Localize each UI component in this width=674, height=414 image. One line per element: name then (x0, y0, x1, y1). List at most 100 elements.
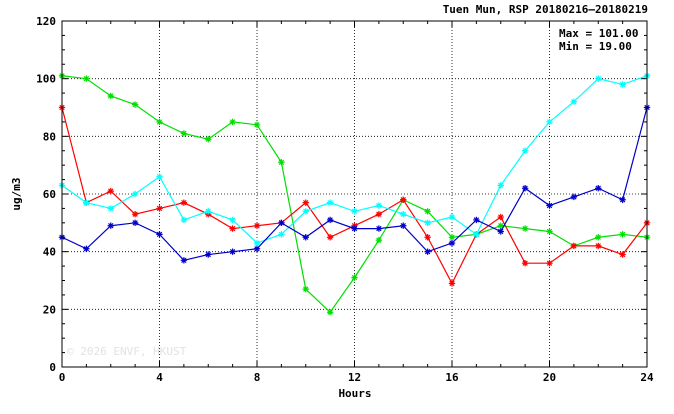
series-2-point (326, 234, 334, 241)
series-1-point (595, 234, 602, 241)
series-4-point (253, 245, 261, 252)
series-4-point (375, 225, 383, 232)
series-1-point (326, 309, 334, 316)
series-3-point (229, 216, 236, 224)
series-1-point (131, 101, 139, 108)
series-2-point (131, 210, 139, 218)
series-3-point (180, 216, 188, 224)
series-3-point (375, 202, 383, 209)
series-3-point (400, 210, 407, 218)
y-tick-label: 20 (43, 303, 56, 316)
series-4-point (473, 216, 480, 224)
series-4-point (351, 225, 358, 232)
plot-area: 0 4 8 12 16 20 24 0 20 40 60 80 100 120 (36, 15, 654, 384)
series-2-point (570, 242, 578, 250)
series-1-point (278, 159, 285, 166)
series-2-point (302, 199, 309, 206)
series-4-point (83, 245, 90, 252)
series-1-point (521, 225, 529, 232)
watermark: © 2026 ENVF, HKUST (67, 345, 187, 358)
series-4-point (302, 234, 309, 241)
series-2-point (497, 213, 504, 221)
series-2-point (448, 280, 456, 287)
series-4-point (156, 231, 163, 238)
series-1-point (205, 136, 212, 143)
series-1-point (156, 118, 163, 126)
x-axis-title: Hours (338, 387, 371, 400)
series-4-point (497, 228, 504, 235)
series-4-point (521, 185, 529, 192)
series-2-point (107, 187, 114, 195)
series-2-point (375, 210, 383, 218)
series-1-point (107, 92, 114, 100)
series-4-point (595, 185, 602, 192)
series-1-point (229, 118, 236, 126)
series-2-point (546, 260, 553, 267)
y-tick-label: 60 (43, 188, 56, 201)
series-2-point (521, 260, 529, 267)
series-3-point (619, 81, 626, 88)
series-1-point (83, 75, 90, 82)
series-3-point (570, 98, 578, 105)
series-4-point (278, 219, 285, 227)
x-tick-label: 0 (59, 371, 66, 384)
series-3-point (546, 118, 553, 126)
series-1-point (546, 228, 553, 235)
series-2-point (180, 199, 188, 206)
series-2-point (229, 225, 236, 232)
series-3-point (253, 239, 261, 247)
series-3-point (473, 231, 480, 238)
series-1-point (375, 236, 383, 244)
series-1-point (351, 274, 358, 281)
series-2-point (619, 251, 626, 258)
x-tick-label: 8 (254, 371, 261, 384)
series-4-point (400, 222, 407, 229)
series-3-point (83, 199, 90, 206)
series-4-point (326, 216, 334, 224)
series-2-point (424, 234, 431, 241)
series-4-point (180, 257, 188, 264)
y-tick-label: 80 (43, 130, 56, 143)
series-3-point (131, 190, 139, 198)
series-2-point (156, 205, 163, 212)
x-tick-label: 24 (640, 371, 654, 384)
chart-title: Tuen Mun, RSP 20180216–20180219 (443, 3, 648, 16)
series-4-point (131, 219, 139, 227)
max-label: Max = 101.00 (559, 27, 638, 40)
series-2-point (400, 196, 407, 203)
series-1-point (448, 234, 456, 241)
y-axis-title: ug/m3 (10, 177, 23, 210)
y-tick-label: 100 (36, 73, 56, 86)
x-tick-label: 16 (445, 371, 459, 384)
min-label: Min = 19.00 (559, 40, 632, 53)
series-3-point (497, 182, 504, 189)
series-4-point (205, 251, 212, 258)
series-4-point (448, 239, 456, 247)
series-3-point (205, 208, 212, 215)
y-tick-label: 40 (43, 246, 56, 259)
series-3-point (448, 213, 456, 221)
series-4-point (619, 196, 626, 203)
series-4-point (424, 248, 431, 255)
series-3-point (595, 75, 602, 82)
series-1-point (619, 231, 626, 238)
y-tick-label: 0 (49, 361, 56, 374)
series-3-point (351, 208, 358, 215)
series-3-point (107, 205, 114, 212)
series-1-point (424, 208, 431, 215)
series-3-point (424, 219, 431, 227)
series-1-point (302, 285, 309, 293)
series-4-point (107, 222, 114, 229)
series-3-point (326, 199, 334, 206)
series-3-point (156, 173, 163, 180)
x-tick-label: 20 (543, 371, 556, 384)
series-2-point (595, 242, 602, 250)
plot-frame (61, 20, 648, 368)
series-1-point (180, 130, 188, 137)
series-4-point (229, 248, 236, 255)
series-3-point (302, 208, 309, 215)
series-3-point (278, 231, 285, 238)
y-tick-label: 120 (36, 15, 56, 28)
